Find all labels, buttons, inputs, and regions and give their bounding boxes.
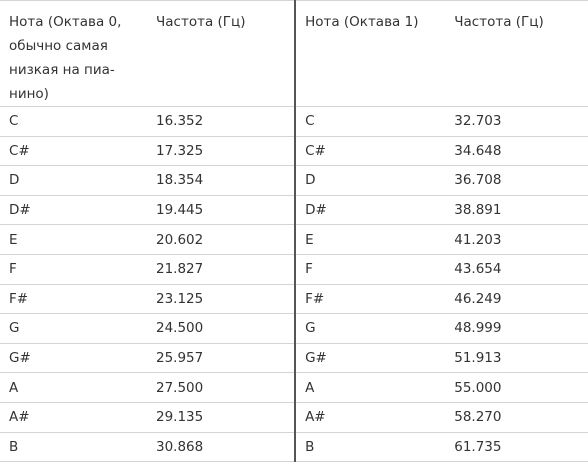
table-row: D# 19.445 D# 38.891	[0, 195, 588, 226]
table-cell: 24.500	[147, 313, 296, 344]
header-line: низкая на пиа-	[9, 62, 115, 78]
table-cell: A#	[0, 402, 147, 433]
table-cell: G#	[294, 343, 446, 374]
table-cell: 36.708	[445, 165, 588, 196]
table-row: G 24.500 G 48.999	[0, 313, 588, 344]
header-cell: Нота (Октава 0, обычно самая низкая на пиа…	[0, 0, 147, 107]
table-cell: 43.654	[445, 254, 588, 285]
header-row: Нота (Октава 0, обычно самая низкая на пиа…	[0, 0, 588, 107]
table-cell: G	[0, 313, 147, 344]
table-cell: 17.325	[147, 136, 296, 167]
table-cell: 34.648	[445, 136, 588, 167]
table-cell: B	[294, 432, 446, 462]
table-cell: C	[0, 106, 147, 137]
header-line: обычно самая	[9, 38, 108, 54]
table-cell: C	[294, 106, 446, 137]
table-row: A# 29.135 A# 58.270	[0, 402, 588, 433]
header-line: Нота (Октава 0,	[9, 14, 122, 30]
table-cell: A	[0, 372, 147, 403]
table-cell: D	[294, 165, 446, 196]
table-cell: F#	[0, 284, 147, 315]
table-row: A 27.500 A 55.000	[0, 372, 588, 403]
table-cell: G#	[0, 343, 147, 374]
table-row: E 20.602 E 41.203	[0, 224, 588, 255]
header-cell: Частота (Гц)	[147, 0, 296, 107]
table-cell: 32.703	[445, 106, 588, 137]
table-cell: F	[0, 254, 147, 285]
table-cell: A#	[294, 402, 446, 433]
table-row: G# 25.957 G# 51.913	[0, 343, 588, 374]
table-cell: 27.500	[147, 372, 296, 403]
table-cell: 21.827	[147, 254, 296, 285]
header-line: нино)	[9, 86, 49, 102]
table-cell: F	[294, 254, 446, 285]
table-cell: B	[0, 432, 147, 462]
header-cell: Нота (Октава 1)	[294, 0, 446, 107]
table-row: D 18.354 D 36.708	[0, 165, 588, 196]
table-cell: C#	[0, 136, 147, 167]
header-cell: Частота (Гц)	[445, 0, 588, 107]
table-cell: C#	[294, 136, 446, 167]
table-cell: 55.000	[445, 372, 588, 403]
table-cell: 16.352	[147, 106, 296, 137]
table-cell: 30.868	[147, 432, 296, 462]
table-cell: E	[294, 224, 446, 255]
table-cell: D	[0, 165, 147, 196]
table-row: C# 17.325 C# 34.648	[0, 136, 588, 167]
table-cell: 19.445	[147, 195, 296, 226]
table-cell: A	[294, 372, 446, 403]
table-cell: D#	[0, 195, 147, 226]
table-row: B 30.868 B 61.735	[0, 432, 588, 462]
table-cell: D#	[294, 195, 446, 226]
table-row: F# 23.125 F# 46.249	[0, 284, 588, 315]
table-row: F 21.827 F 43.654	[0, 254, 588, 285]
table-cell: 51.913	[445, 343, 588, 374]
table-cell: F#	[294, 284, 446, 315]
table-cell: 23.125	[147, 284, 296, 315]
table-cell: 46.249	[445, 284, 588, 315]
table-cell: 41.203	[445, 224, 588, 255]
table-row: C 16.352 C 32.703	[0, 106, 588, 137]
table-cell: 25.957	[147, 343, 296, 374]
table-cell: 20.602	[147, 224, 296, 255]
table-cell: 58.270	[445, 402, 588, 433]
table-cell: E	[0, 224, 147, 255]
table-cell: 29.135	[147, 402, 296, 433]
table-cell: 61.735	[445, 432, 588, 462]
table-cell: 18.354	[147, 165, 296, 196]
table-cell: 48.999	[445, 313, 588, 344]
table-cell: G	[294, 313, 446, 344]
table-cell: 38.891	[445, 195, 588, 226]
